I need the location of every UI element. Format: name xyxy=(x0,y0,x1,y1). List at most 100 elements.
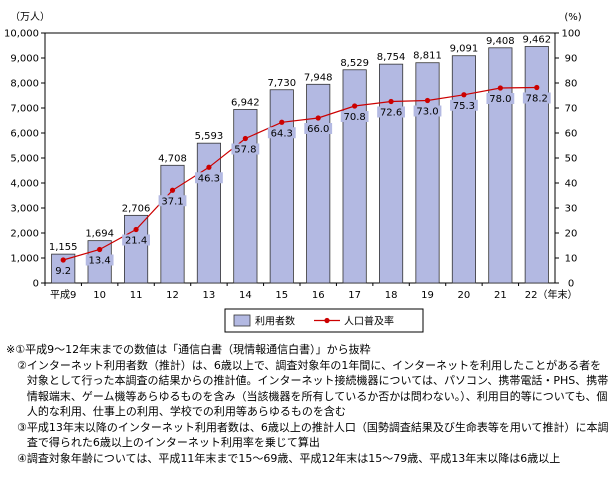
bar-value-label-group: 4,708 xyxy=(155,152,190,164)
bar-value-label-group: 6,942 xyxy=(228,96,263,108)
line-value-label: 46.3 xyxy=(198,173,220,184)
note-mark: ※① xyxy=(6,343,26,356)
bar-series: 1,155 1,694 2,706 4,708 5,593 6,942 7,730 7,948… xyxy=(46,33,554,284)
bar-value-label-group: 8,811 xyxy=(410,49,445,62)
bar xyxy=(488,47,513,284)
bar xyxy=(160,164,185,284)
x-tick-label: 18 xyxy=(385,290,398,301)
line-point xyxy=(497,85,503,91)
line-point xyxy=(315,115,321,121)
y-tick-label: 9,000 xyxy=(10,54,39,65)
legend-bar-swatch xyxy=(233,314,251,327)
x-tick-label: 21 xyxy=(494,290,507,301)
bar xyxy=(269,89,294,284)
y2-axis-ticks: 0 10 20 30 40 50 60 70 80 90 100 xyxy=(555,29,581,290)
line-value-label-bg xyxy=(377,106,405,118)
y2-tick-label: 10 xyxy=(565,254,578,265)
note-3: ③ 平成13年末以降のインターネット利用者数は、6歳以上の推計人口（国勢調査結果及… xyxy=(6,420,610,451)
line-value-label-group: 73.0 xyxy=(413,105,442,118)
y-axis-ticks: 0 1,000 2,000 3,000 4,000 5,000 6,000 7,000 8,00… xyxy=(4,29,45,290)
note-text: 平成9～12年末までの数値は「通信白書（現情報通信白書）」から抜粋 xyxy=(25,343,371,356)
note-4: ④ 調査対象年齢については、平成11年末まで15～69歳、平成12年末は15～79… xyxy=(6,451,610,467)
x-tick-label: 11 xyxy=(130,290,143,301)
bar-value-label: 6,942 xyxy=(231,97,260,108)
bar-value-label-group: 9,091 xyxy=(446,42,481,55)
line-value-label-bg xyxy=(85,254,114,266)
line-point xyxy=(206,164,212,170)
note-1: ※① 平成9～12年末までの数値は「通信白書（現情報通信白書）」から抜粋 xyxy=(6,342,610,358)
line-value-label: 9.2 xyxy=(55,266,71,277)
legend: 利用者数 人口普及率 xyxy=(224,308,424,333)
line-value-label-group: 9.2 xyxy=(52,265,75,277)
line-point xyxy=(461,92,467,98)
x-tick-label: 20 xyxy=(458,290,471,301)
line-value-label-group: 13.4 xyxy=(85,254,114,267)
bar-value-label: 9,408 xyxy=(486,36,515,47)
y2-tick-label: 60 xyxy=(565,129,578,140)
line-point xyxy=(169,187,176,193)
line-value-label-bg xyxy=(486,93,515,104)
line-series: 9.2 13.4 21.4 37.1 46.3 57.8 64.3 66.0 70.8 72.6 7… xyxy=(52,84,551,277)
line-value-label-group: 21.4 xyxy=(122,234,150,247)
line-point xyxy=(242,135,248,142)
y2-tick-label: 40 xyxy=(565,179,578,190)
note-text: 平成13年末以降のインターネット利用者数は、6歳以上の推計人口（国勢調査結果及び… xyxy=(26,420,609,450)
x-tick-label: 19 xyxy=(421,290,434,301)
bar-value-label-bg xyxy=(228,96,263,108)
x-axis-ticks: 平成9 10 11 12 13 14 15 16 17 18 19 20 21 22（年末） xyxy=(44,283,578,301)
bar-value-label-group: 1,155 xyxy=(46,241,81,253)
line-value-label-bg xyxy=(195,172,223,184)
line-path xyxy=(63,86,537,261)
bar-value-label: 9,091 xyxy=(450,44,479,55)
bar-value-label-group: 1,694 xyxy=(82,227,117,240)
x-tick-label: 平成9 xyxy=(50,289,76,301)
line-value-label: 66.0 xyxy=(307,124,329,135)
y2-tick-label: 90 xyxy=(565,54,578,65)
y-tick-label: 6,000 xyxy=(10,129,39,140)
line-value-label-group: 37.1 xyxy=(158,195,187,207)
notes: ※① 平成9～12年末までの数値は「通信白書（現情報通信白書）」から抜粋 ② インタ… xyxy=(6,342,610,466)
x-tick-label: 22（年末） xyxy=(525,288,578,301)
bar-value-label: 2,706 xyxy=(122,203,151,214)
bar xyxy=(415,62,440,284)
y-axis-title: （万人） xyxy=(10,11,50,23)
bar-value-label: 8,811 xyxy=(413,51,442,62)
bar-value-label: 5,593 xyxy=(195,131,224,142)
line-value-label: 37.1 xyxy=(161,196,183,207)
y2-tick-label: 100 xyxy=(561,29,580,40)
bar-value-label-group: 7,730 xyxy=(264,76,299,89)
x-tick-label: 16 xyxy=(312,290,325,301)
x-tick-label: 13 xyxy=(203,290,216,301)
bar-value-label-bg xyxy=(337,56,372,68)
legend-line-label: 人口普及率 xyxy=(344,315,394,328)
line-value-label-bg xyxy=(450,99,478,111)
line-value-label: 78.2 xyxy=(526,94,548,105)
bar-value-label-group: 9,462 xyxy=(519,33,554,45)
bar-value-label-bg xyxy=(301,71,336,83)
bar xyxy=(379,63,404,284)
line-value-label: 13.4 xyxy=(89,256,111,267)
line-value-label: 78.0 xyxy=(489,94,511,105)
note-mark: ③ xyxy=(17,420,27,434)
line-value-label-group: 57.8 xyxy=(231,143,260,156)
bar xyxy=(451,55,476,284)
bar-value-label-group: 8,529 xyxy=(337,56,372,69)
line-point xyxy=(352,103,358,109)
line-value-label: 21.4 xyxy=(125,236,147,247)
x-tick-label: 14 xyxy=(239,290,252,301)
bar-value-label-bg xyxy=(46,241,81,253)
bar-value-label-group: 8,754 xyxy=(374,51,409,63)
bar xyxy=(524,46,549,284)
y-tick-label: 4,000 xyxy=(10,179,39,190)
line-point xyxy=(133,226,139,233)
line-value-label-bg xyxy=(158,195,187,207)
note-mark: ② xyxy=(17,358,27,372)
plot-area xyxy=(44,32,556,284)
y-tick-label: 3,000 xyxy=(10,204,39,215)
line-value-label-bg xyxy=(231,143,260,155)
line-value-label-group: 70.8 xyxy=(340,111,369,123)
bar-value-label-bg xyxy=(446,42,481,54)
line-value-label-group: 78.0 xyxy=(486,93,515,105)
line-value-label-bg xyxy=(122,234,150,246)
bar-value-label-group: 5,593 xyxy=(191,130,226,142)
